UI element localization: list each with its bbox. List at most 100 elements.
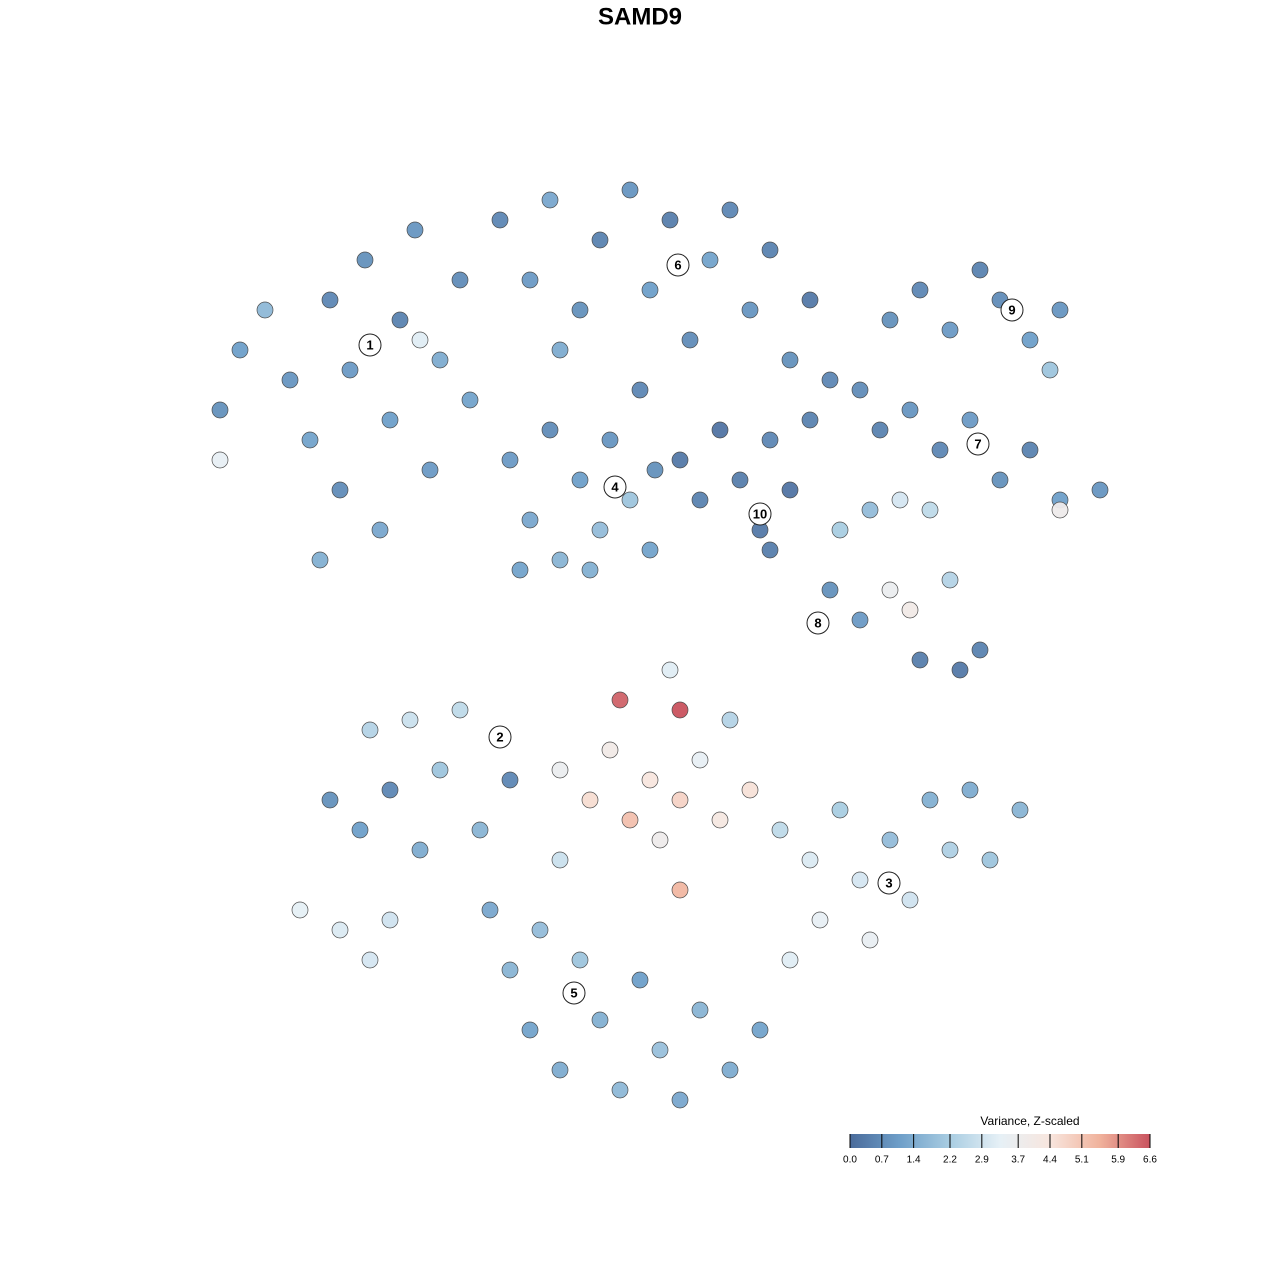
cluster-label: 7	[974, 436, 981, 451]
point	[831, 801, 849, 819]
cluster-label: 6	[674, 257, 681, 272]
point	[671, 701, 689, 719]
point	[211, 451, 229, 469]
point	[371, 521, 389, 539]
point	[941, 571, 959, 589]
point	[751, 1021, 769, 1039]
points	[211, 181, 1109, 1109]
point	[401, 711, 419, 729]
point	[801, 411, 819, 429]
point	[311, 551, 329, 569]
point	[256, 301, 274, 319]
point	[571, 951, 589, 969]
point	[641, 281, 659, 299]
colorbar-tick-label: 5.1	[1075, 1155, 1089, 1166]
point	[551, 341, 569, 359]
point	[981, 851, 999, 869]
point	[321, 291, 339, 309]
point	[381, 911, 399, 929]
point	[761, 241, 779, 259]
point	[211, 401, 229, 419]
point	[691, 751, 709, 769]
point	[471, 821, 489, 839]
point	[646, 461, 664, 479]
colorbar-tick-label: 5.9	[1111, 1155, 1125, 1166]
point	[911, 281, 929, 299]
point	[591, 1011, 609, 1029]
point	[781, 351, 799, 369]
point	[991, 471, 1009, 489]
cluster-marker	[358, 333, 382, 357]
point	[661, 661, 679, 679]
point	[761, 541, 779, 559]
point	[631, 381, 649, 399]
point	[421, 461, 439, 479]
cluster-label: 10	[753, 506, 767, 521]
point	[671, 791, 689, 809]
point	[691, 491, 709, 509]
cluster-marker	[666, 253, 690, 277]
point	[651, 831, 669, 849]
point	[611, 1081, 629, 1099]
point	[651, 1041, 669, 1059]
point	[781, 481, 799, 499]
point	[741, 781, 759, 799]
point	[511, 561, 529, 579]
point	[821, 371, 839, 389]
point	[491, 211, 509, 229]
cluster-label: 5	[570, 985, 577, 1000]
point	[781, 951, 799, 969]
point	[521, 1021, 539, 1039]
cluster-label: 8	[814, 615, 821, 630]
point	[961, 411, 979, 429]
point	[901, 891, 919, 909]
point	[571, 471, 589, 489]
point	[861, 501, 879, 519]
point	[381, 781, 399, 799]
point	[711, 421, 729, 439]
cluster-marker	[1000, 298, 1024, 322]
point	[731, 471, 749, 489]
point	[331, 921, 349, 939]
point	[451, 701, 469, 719]
point	[501, 771, 519, 789]
point	[291, 901, 309, 919]
point	[851, 871, 869, 889]
colorbar-tick-label: 2.2	[943, 1155, 957, 1166]
colorbar-tick-label: 4.4	[1043, 1155, 1057, 1166]
point	[821, 581, 839, 599]
cluster-label: 3	[885, 875, 892, 890]
point	[551, 1061, 569, 1079]
point	[451, 271, 469, 289]
point	[771, 821, 789, 839]
point	[431, 351, 449, 369]
colorbar-tick-label: 3.7	[1011, 1155, 1025, 1166]
point	[571, 301, 589, 319]
point	[551, 851, 569, 869]
cluster-marker	[966, 432, 990, 456]
point	[591, 521, 609, 539]
point	[406, 221, 424, 239]
point	[621, 811, 639, 829]
point	[601, 431, 619, 449]
point	[851, 611, 869, 629]
point	[581, 561, 599, 579]
point	[721, 201, 739, 219]
colorbar-tick-label: 1.4	[907, 1155, 921, 1166]
cluster-marker	[877, 871, 901, 895]
colorbar-tick-label: 0.7	[875, 1155, 889, 1166]
point	[801, 851, 819, 869]
point	[741, 301, 759, 319]
point	[621, 181, 639, 199]
point	[591, 231, 609, 249]
colorbar-gradient	[850, 1134, 1150, 1148]
point	[971, 641, 989, 659]
colorbar-tick-label: 2.9	[975, 1155, 989, 1166]
colorbar-tick-label: 6.6	[1143, 1155, 1157, 1166]
point	[501, 451, 519, 469]
point	[361, 951, 379, 969]
point	[811, 911, 829, 929]
point	[281, 371, 299, 389]
cluster-label: 9	[1008, 302, 1015, 317]
point	[531, 921, 549, 939]
